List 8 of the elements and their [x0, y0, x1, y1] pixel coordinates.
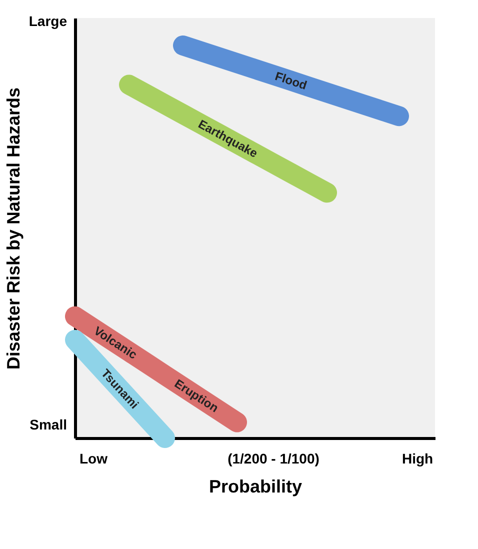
text: Flood [273, 69, 309, 93]
x-tick-label: High [402, 450, 434, 466]
x-tick-label: (1/200 - 1/100) [228, 450, 320, 466]
text: Large [28, 13, 68, 30]
text: Small [30, 416, 67, 432]
y-axis-title: Disaster Risk by Natural Hazards [4, 87, 24, 370]
x-tick-label: Low [80, 450, 108, 466]
x-axis-title: Probability [208, 476, 302, 496]
